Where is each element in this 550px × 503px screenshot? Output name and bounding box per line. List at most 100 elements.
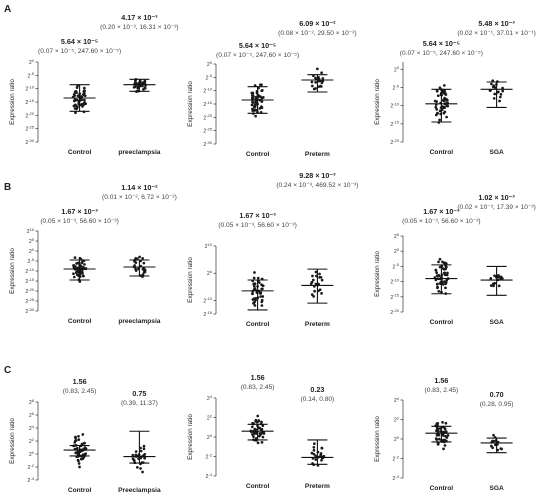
y-tick-label: 2-10 [25, 267, 34, 275]
data-point [74, 90, 78, 93]
stat-value: 5.64 × 10⁻⁵ [61, 37, 98, 46]
y-tick-label: 20 [394, 65, 400, 73]
data-point [250, 103, 254, 107]
stat-ci: (0.07 × 10⁻⁵, 247.60 × 10⁻⁵) [400, 50, 483, 57]
y-axis-label: Expression ratio [9, 418, 16, 464]
data-point [75, 446, 79, 450]
series-preeclampsia [123, 78, 156, 94]
data-point [438, 118, 441, 122]
data-point [446, 104, 450, 108]
data-point [436, 282, 439, 286]
y-tick-label: 2-20 [390, 308, 399, 316]
data-point [134, 261, 138, 264]
data-point [256, 276, 260, 280]
stat-value: 1.14 × 10⁻² [121, 183, 158, 192]
series-preeclampsia [123, 430, 156, 474]
stat-ci: (0.01 × 10⁻², 6.72 × 10⁻²) [102, 194, 177, 201]
data-point [443, 438, 446, 442]
y-tick-label: 2-10 [203, 296, 212, 304]
stat-ci: (0.02 × 10⁻³, 17.39 × 10⁻³) [457, 204, 535, 211]
stat-value: 0.75 [132, 389, 146, 398]
data-point [442, 91, 446, 95]
data-point [253, 300, 256, 304]
data-point [261, 424, 265, 428]
data-point [143, 456, 147, 460]
data-point [319, 452, 323, 455]
data-point [256, 414, 260, 418]
y-tick-label: 2-10 [25, 84, 34, 92]
y-tick-label: 25 [29, 237, 35, 245]
data-point [320, 292, 323, 295]
y-tick-label: 2-5 [393, 83, 400, 91]
y-tick-label: 20 [207, 433, 213, 441]
data-point [501, 89, 505, 93]
stat-ci: (0.07 × 10⁻⁵, 247.60 × 10⁻⁵) [216, 52, 299, 59]
data-point [257, 434, 261, 438]
data-point [320, 458, 323, 462]
data-point [446, 433, 450, 437]
data-point [434, 437, 438, 441]
y-tick-label: 24 [394, 396, 400, 404]
data-point [444, 267, 448, 271]
stat-ci: (0.83, 2.45) [425, 387, 459, 394]
data-point [142, 261, 146, 265]
data-point [134, 267, 137, 271]
data-point [83, 102, 86, 105]
data-point [441, 283, 445, 286]
data-point [75, 262, 78, 265]
data-point [314, 80, 317, 84]
y-tick-label: 2-2 [28, 463, 35, 471]
data-point [254, 114, 257, 118]
y-tick-label: 2-20 [390, 138, 399, 146]
series-control [63, 84, 96, 115]
data-point [318, 272, 321, 276]
data-point [492, 283, 495, 287]
data-point [309, 282, 313, 286]
scatter-chart-1: 20 2-5 2-10 2-15 2-20 2-25 2-30 Expression rati… [9, 13, 179, 156]
data-point [253, 271, 256, 274]
data-point [441, 421, 444, 424]
data-point [492, 433, 495, 437]
data-point [320, 81, 324, 85]
x-category-label: Control [68, 149, 92, 156]
y-axis-label: Expression ratio [187, 414, 194, 460]
data-point [434, 278, 438, 282]
y-tick-label: 2-5 [28, 71, 35, 79]
data-point [78, 280, 82, 283]
stat-ci: (0.39, 11.37) [121, 400, 158, 407]
y-tick-label: 2-4 [206, 472, 213, 480]
data-point [442, 105, 446, 109]
scatter-chart-6: 25 20 2-5 2-10 2-15 2-20 Expression ratio Contr… [374, 193, 536, 326]
y-tick-label: 2-5 [206, 73, 213, 81]
x-category-label: Control [68, 318, 92, 325]
y-tick-label: 24 [207, 394, 213, 402]
data-point [260, 441, 264, 444]
y-axis-label: Expression ratio [374, 416, 381, 462]
series-control [63, 256, 96, 283]
data-point [82, 447, 86, 451]
stat-value: 5.64 × 10⁻⁵ [239, 41, 276, 50]
data-point [81, 433, 85, 436]
data-point [261, 435, 265, 439]
data-point [444, 435, 447, 438]
stat-value: 5.48 × 10⁻³ [478, 19, 515, 28]
data-point [312, 295, 315, 298]
y-tick-label: 210 [205, 242, 213, 250]
series-control [425, 421, 458, 451]
data-point [131, 453, 135, 457]
data-point [441, 260, 444, 264]
data-point [260, 96, 264, 100]
stat-value: 1.56 [251, 373, 265, 382]
y-tick-label: 22 [29, 437, 35, 445]
data-point [78, 465, 81, 469]
y-tick-label: 20 [207, 269, 213, 277]
data-point [436, 112, 439, 115]
data-point [260, 89, 264, 93]
data-point [492, 97, 496, 100]
data-point [434, 105, 438, 109]
data-point [257, 419, 261, 423]
data-point [76, 105, 79, 109]
data-point [142, 88, 145, 91]
series-control [63, 433, 96, 469]
data-point [143, 452, 147, 456]
